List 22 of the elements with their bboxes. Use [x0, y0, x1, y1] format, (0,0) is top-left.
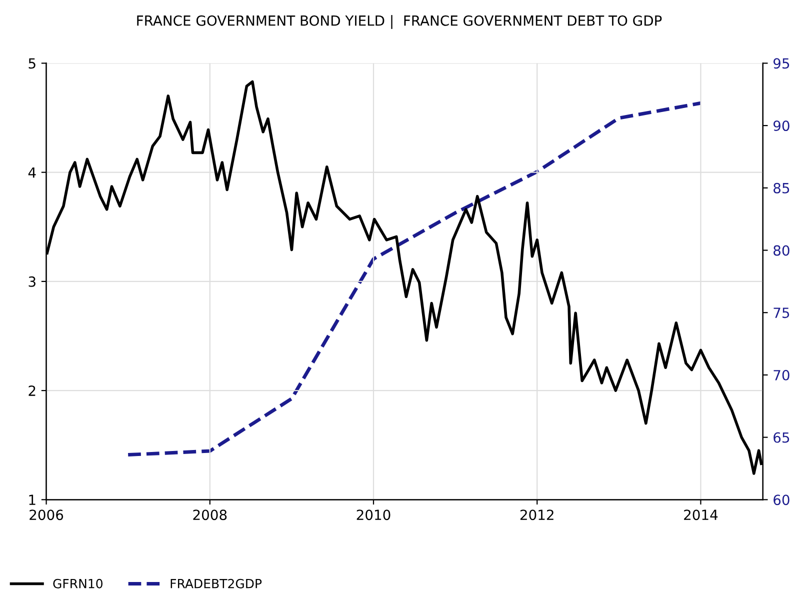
- y2-tick-label: 90: [773, 120, 790, 132]
- x-tick-label: 2014: [684, 510, 718, 520]
- legend-label: FRADEBT2GDP: [170, 578, 262, 588]
- y-tick-label: 2: [28, 386, 36, 396]
- legend-label: GFRN10: [53, 578, 102, 588]
- y2-tick-label: 60: [774, 494, 790, 506]
- y2-tick-label: 75: [774, 308, 790, 318]
- y2-tick-label: 85: [774, 182, 790, 194]
- y2-tick-label: 70: [774, 370, 790, 380]
- x-tick-label: 2010: [356, 510, 390, 520]
- y-tick-label: 3: [28, 276, 36, 287]
- y-tick-label: 1: [29, 494, 36, 505]
- y2-tick-label: 95: [773, 58, 790, 69]
- x-tick-label: 2008: [193, 510, 227, 520]
- y-tick-label: 5: [28, 58, 36, 69]
- x-tick-label: 2012: [520, 510, 554, 520]
- y2-tick-label: 65: [774, 432, 790, 443]
- y2-tick-label: 80: [774, 245, 790, 256]
- line-series: [126, 101, 702, 457]
- y-tick-label: 4: [28, 167, 36, 178]
- x-tick-label: 2006: [30, 510, 64, 520]
- chart-title: FRANCE GOVERNMENT BOND YIELD | FRANCE GOVERNMENT DEBT TO GDP: [137, 15, 662, 29]
